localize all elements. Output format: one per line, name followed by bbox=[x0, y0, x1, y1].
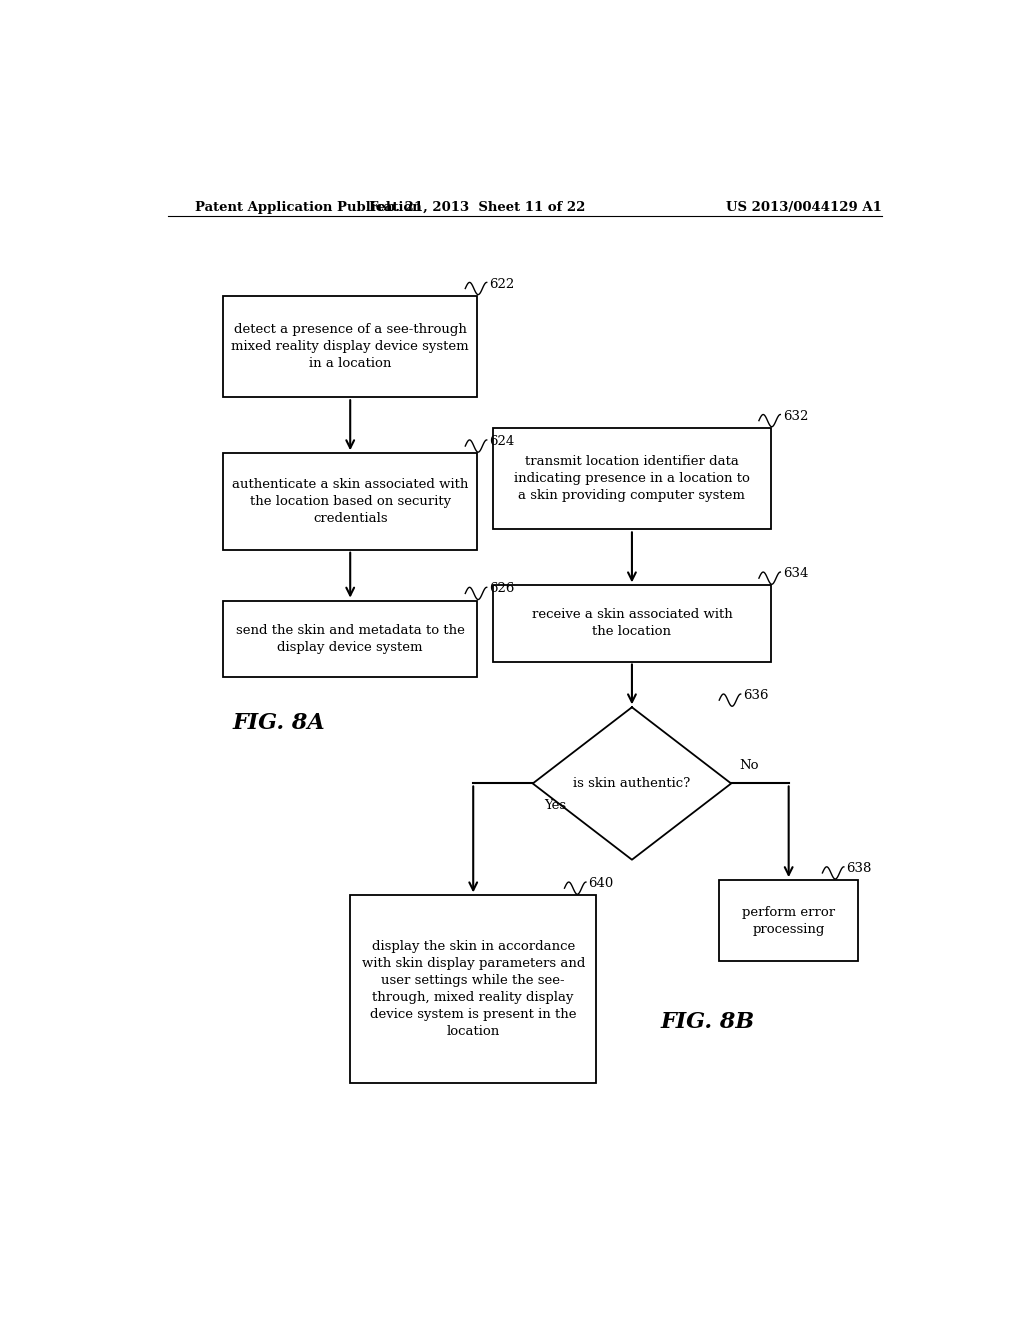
Text: Feb. 21, 2013  Sheet 11 of 22: Feb. 21, 2013 Sheet 11 of 22 bbox=[369, 201, 586, 214]
Text: 626: 626 bbox=[489, 582, 514, 595]
Text: 624: 624 bbox=[489, 436, 514, 447]
Text: US 2013/0044129 A1: US 2013/0044129 A1 bbox=[726, 201, 882, 214]
Text: 640: 640 bbox=[588, 878, 613, 890]
Text: display the skin in accordance
with skin display parameters and
user settings wh: display the skin in accordance with skin… bbox=[361, 940, 585, 1039]
Text: 632: 632 bbox=[782, 409, 808, 422]
Text: Patent Application Publication: Patent Application Publication bbox=[196, 201, 422, 214]
Text: is skin authentic?: is skin authentic? bbox=[573, 777, 690, 789]
Text: 622: 622 bbox=[489, 277, 514, 290]
Text: send the skin and metadata to the
display device system: send the skin and metadata to the displa… bbox=[236, 623, 465, 653]
Bar bbox=[223, 296, 477, 397]
Text: authenticate a skin associated with
the location based on security
credentials: authenticate a skin associated with the … bbox=[232, 478, 468, 525]
Bar bbox=[494, 585, 771, 661]
Polygon shape bbox=[532, 708, 731, 859]
Text: 638: 638 bbox=[846, 862, 871, 875]
Text: 634: 634 bbox=[782, 568, 808, 581]
Text: FIG. 8B: FIG. 8B bbox=[660, 1011, 755, 1034]
Text: receive a skin associated with
the location: receive a skin associated with the locat… bbox=[531, 609, 732, 639]
Bar bbox=[494, 428, 771, 529]
Text: No: No bbox=[739, 759, 759, 772]
Text: transmit location identifier data
indicating presence in a location to
a skin pr: transmit location identifier data indica… bbox=[514, 455, 750, 502]
Bar bbox=[223, 453, 477, 549]
Text: detect a presence of a see-through
mixed reality display device system
in a loca: detect a presence of a see-through mixed… bbox=[231, 323, 469, 370]
Bar bbox=[223, 601, 477, 677]
Text: FIG. 8A: FIG. 8A bbox=[232, 711, 325, 734]
Text: 636: 636 bbox=[743, 689, 769, 702]
Text: perform error
processing: perform error processing bbox=[742, 906, 836, 936]
Bar bbox=[719, 880, 858, 961]
Text: Yes: Yes bbox=[545, 800, 566, 812]
Bar bbox=[350, 895, 596, 1084]
